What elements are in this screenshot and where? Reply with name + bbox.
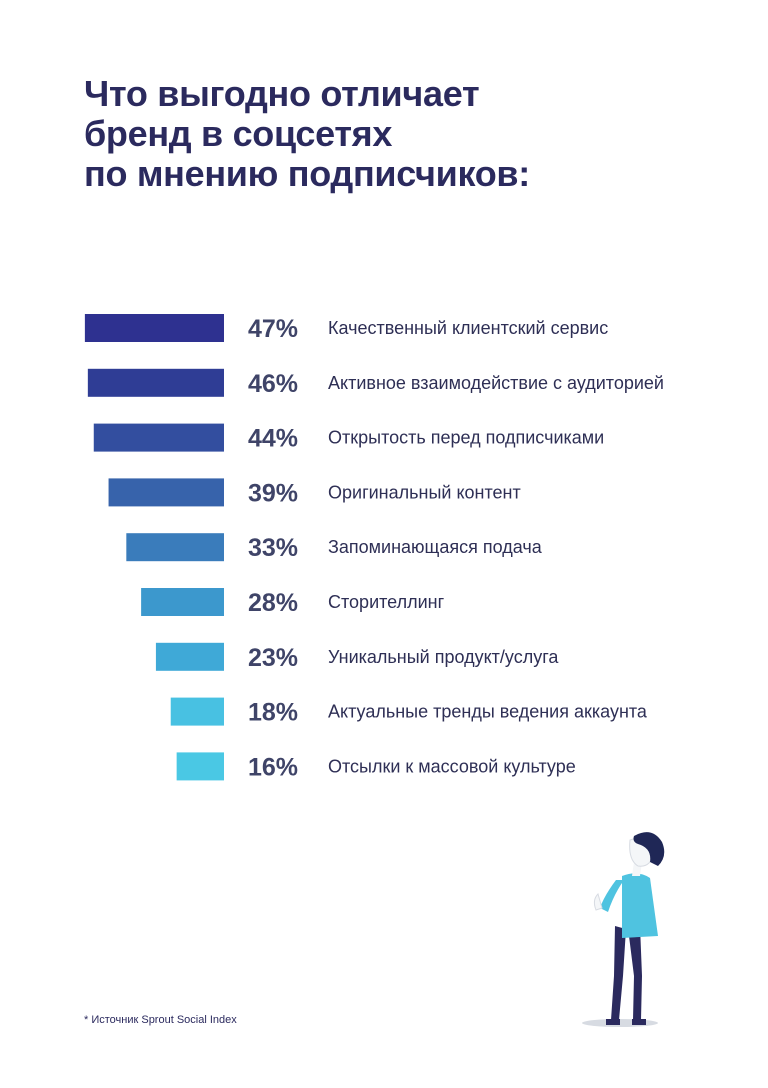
category-label-9: Отсылки к массовой культуре — [328, 756, 576, 776]
bar-7 — [155, 642, 224, 671]
category-label-2: Активное взаимодействие с аудиторией — [328, 373, 664, 393]
bar-6 — [141, 588, 224, 616]
category-label-4: Оригинальный контент — [328, 482, 521, 502]
category-label-3: Открытость перед подписчиками — [328, 428, 604, 448]
bar-2 — [87, 368, 224, 397]
value-label-5: 33% — [248, 534, 298, 562]
bar-1 — [84, 314, 224, 342]
value-label-7: 23% — [248, 644, 298, 672]
person-torso — [622, 873, 658, 938]
category-label-6: Сторителлинг — [328, 592, 445, 612]
person-arm — [600, 880, 624, 912]
value-label-8: 18% — [248, 699, 298, 727]
value-label-2: 46% — [248, 370, 298, 398]
value-label-3: 44% — [248, 425, 298, 453]
value-label-9: 16% — [248, 753, 298, 781]
title-line-3: по мнению подписчиков: — [84, 153, 530, 194]
person-right-leg — [628, 926, 642, 1020]
bar-4 — [108, 478, 224, 507]
category-label-1: Качественный клиентский сервис — [328, 318, 608, 338]
person-hand — [593, 893, 603, 911]
bar-5 — [126, 533, 224, 562]
person-left-leg — [611, 926, 626, 1020]
value-label-1: 47% — [248, 315, 298, 343]
bar-9 — [176, 752, 224, 781]
category-label-7: Уникальный продукт/услуга — [328, 647, 559, 667]
bar-chart: 47% Качественный клиентский сервис 46% Акти… — [84, 314, 664, 781]
value-label-6: 28% — [248, 589, 298, 617]
source-note: * Источник Sprout Social Index — [84, 1014, 237, 1026]
bar-3 — [93, 423, 224, 452]
title-line-1: Что выгодно отличает — [84, 73, 480, 114]
title-line-2: бренд в соцсетях — [84, 113, 393, 154]
category-label-8: Актуальные тренды ведения аккаунта — [328, 702, 648, 722]
person-shoes — [606, 1019, 646, 1025]
page-title: Что выгодно отличает бренд в соцсетях по… — [84, 74, 684, 194]
bar-8 — [170, 697, 224, 726]
value-label-4: 39% — [248, 479, 298, 507]
category-label-5: Запоминающаяся подача — [328, 537, 543, 557]
person-hair — [633, 832, 665, 866]
person-illustration — [582, 832, 665, 1027]
